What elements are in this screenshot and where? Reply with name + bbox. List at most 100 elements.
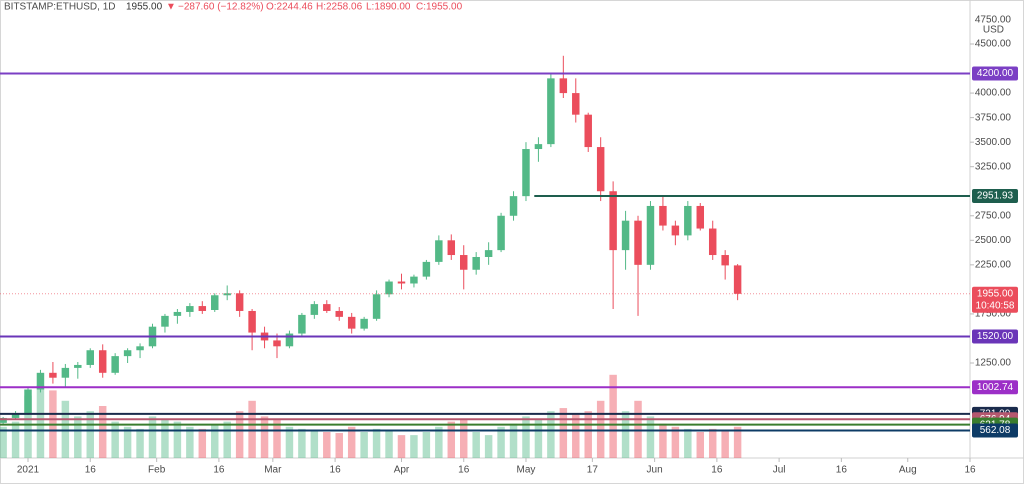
candle-body — [360, 318, 368, 329]
volume-bar — [634, 400, 642, 458]
x-tick-label: 16 — [964, 465, 976, 476]
volume-bar — [198, 428, 207, 458]
candle-body — [646, 205, 655, 265]
candle-body — [86, 350, 94, 365]
candle-body — [372, 294, 381, 319]
y-tick-label: 4000.00 — [975, 88, 1012, 99]
x-tick-label: Aug — [899, 465, 917, 476]
price-line-label: 1002.74 — [977, 382, 1014, 393]
price-line-label-bg — [972, 188, 1018, 203]
volume-bar — [323, 432, 331, 458]
y-tick-label: 2500.00 — [975, 235, 1012, 246]
change: −287.60 (−12.82%) — [178, 2, 264, 13]
candle-body — [0, 417, 7, 423]
x-tick-label: Jul — [773, 465, 786, 476]
price-line-label: 562.08 — [980, 425, 1011, 436]
volume-bar — [484, 435, 493, 458]
price-line-label-bg — [972, 380, 1018, 395]
volume-bar — [235, 411, 244, 458]
price-line-label-bg — [972, 66, 1018, 81]
volume-bar — [173, 421, 182, 458]
y-tick-label: 3750.00 — [975, 112, 1012, 123]
volume-bar — [161, 418, 169, 458]
y-tick-label: 3500.00 — [975, 137, 1012, 148]
candle-body — [235, 293, 244, 311]
arrow: ▼ — [166, 2, 176, 13]
candle-body — [584, 114, 592, 148]
volume-bar — [559, 408, 568, 458]
volume-bar — [397, 435, 406, 458]
volume-bar — [472, 432, 480, 458]
candle-body — [671, 225, 680, 236]
candle-body — [24, 389, 32, 414]
volume-bar — [522, 416, 530, 458]
candle-body — [547, 78, 555, 145]
volume-bar — [596, 400, 605, 458]
x-tick-label: Jun — [647, 465, 663, 476]
volume-bar — [459, 418, 468, 458]
candle-body — [248, 310, 256, 333]
y-tick-label: 1250.00 — [975, 358, 1012, 369]
candle-body — [410, 276, 418, 284]
last: 1955.00 — [126, 2, 163, 13]
volume-bar — [572, 414, 580, 458]
candle-body — [733, 265, 742, 294]
x-tick-label: 16 — [85, 465, 97, 476]
x-tick-label: Feb — [148, 465, 166, 476]
volume-bar — [248, 400, 256, 458]
x-tick-label: 16 — [836, 465, 848, 476]
candle-body — [323, 304, 331, 311]
volume-bar — [123, 426, 132, 458]
y-tick-label: 2250.00 — [975, 259, 1012, 270]
price-line-label: 1520.00 — [977, 331, 1014, 342]
candle-body — [447, 240, 456, 256]
volume-bar — [298, 428, 306, 458]
candle-body — [61, 367, 70, 378]
x-tick-label: Mar — [264, 465, 282, 476]
volume-bar — [36, 385, 45, 458]
candle-body — [347, 316, 356, 329]
candle-body — [397, 281, 406, 284]
candle-body — [509, 196, 518, 216]
volume-bar — [24, 395, 32, 458]
volume-bar — [534, 418, 543, 458]
volume-bar — [497, 426, 505, 458]
candle-body — [298, 314, 306, 334]
y-tick-label: 1750.00 — [975, 309, 1012, 320]
open: O:2244.46 — [266, 2, 313, 13]
volume-bar — [360, 432, 368, 458]
candle-body — [572, 93, 580, 115]
x-tick-label: Apr — [394, 465, 410, 476]
volume-bar — [111, 421, 119, 458]
x-tick-label: 16 — [213, 465, 225, 476]
volume-bar — [696, 432, 705, 458]
candle-body — [74, 364, 82, 368]
candle-body — [696, 205, 705, 229]
volume-bar — [372, 428, 381, 458]
candle-body — [285, 333, 294, 347]
price-line-label: 4200.00 — [977, 68, 1014, 79]
candle-body — [11, 413, 20, 418]
volume-bar — [335, 433, 343, 458]
volume-bar — [646, 416, 655, 458]
volume-bar — [547, 411, 555, 458]
candle-body — [559, 78, 568, 94]
candle-body — [534, 144, 543, 150]
volume-bar — [733, 426, 742, 458]
volume-bar — [584, 411, 592, 458]
candle-body — [684, 205, 692, 236]
candle-body — [484, 250, 493, 257]
currency: USD — [983, 25, 1004, 36]
high: H:2258.06 — [316, 2, 363, 13]
volume-bar — [61, 400, 70, 458]
volume-bar — [410, 435, 418, 458]
x-tick-label: 16 — [330, 465, 342, 476]
candle-body — [161, 315, 169, 327]
candle-body — [721, 255, 729, 266]
candle-body — [49, 372, 57, 378]
price-line-label-bg — [972, 329, 1018, 344]
candle-body — [36, 372, 45, 390]
volume-bar — [435, 426, 443, 458]
x-tick-label: 16 — [458, 465, 470, 476]
